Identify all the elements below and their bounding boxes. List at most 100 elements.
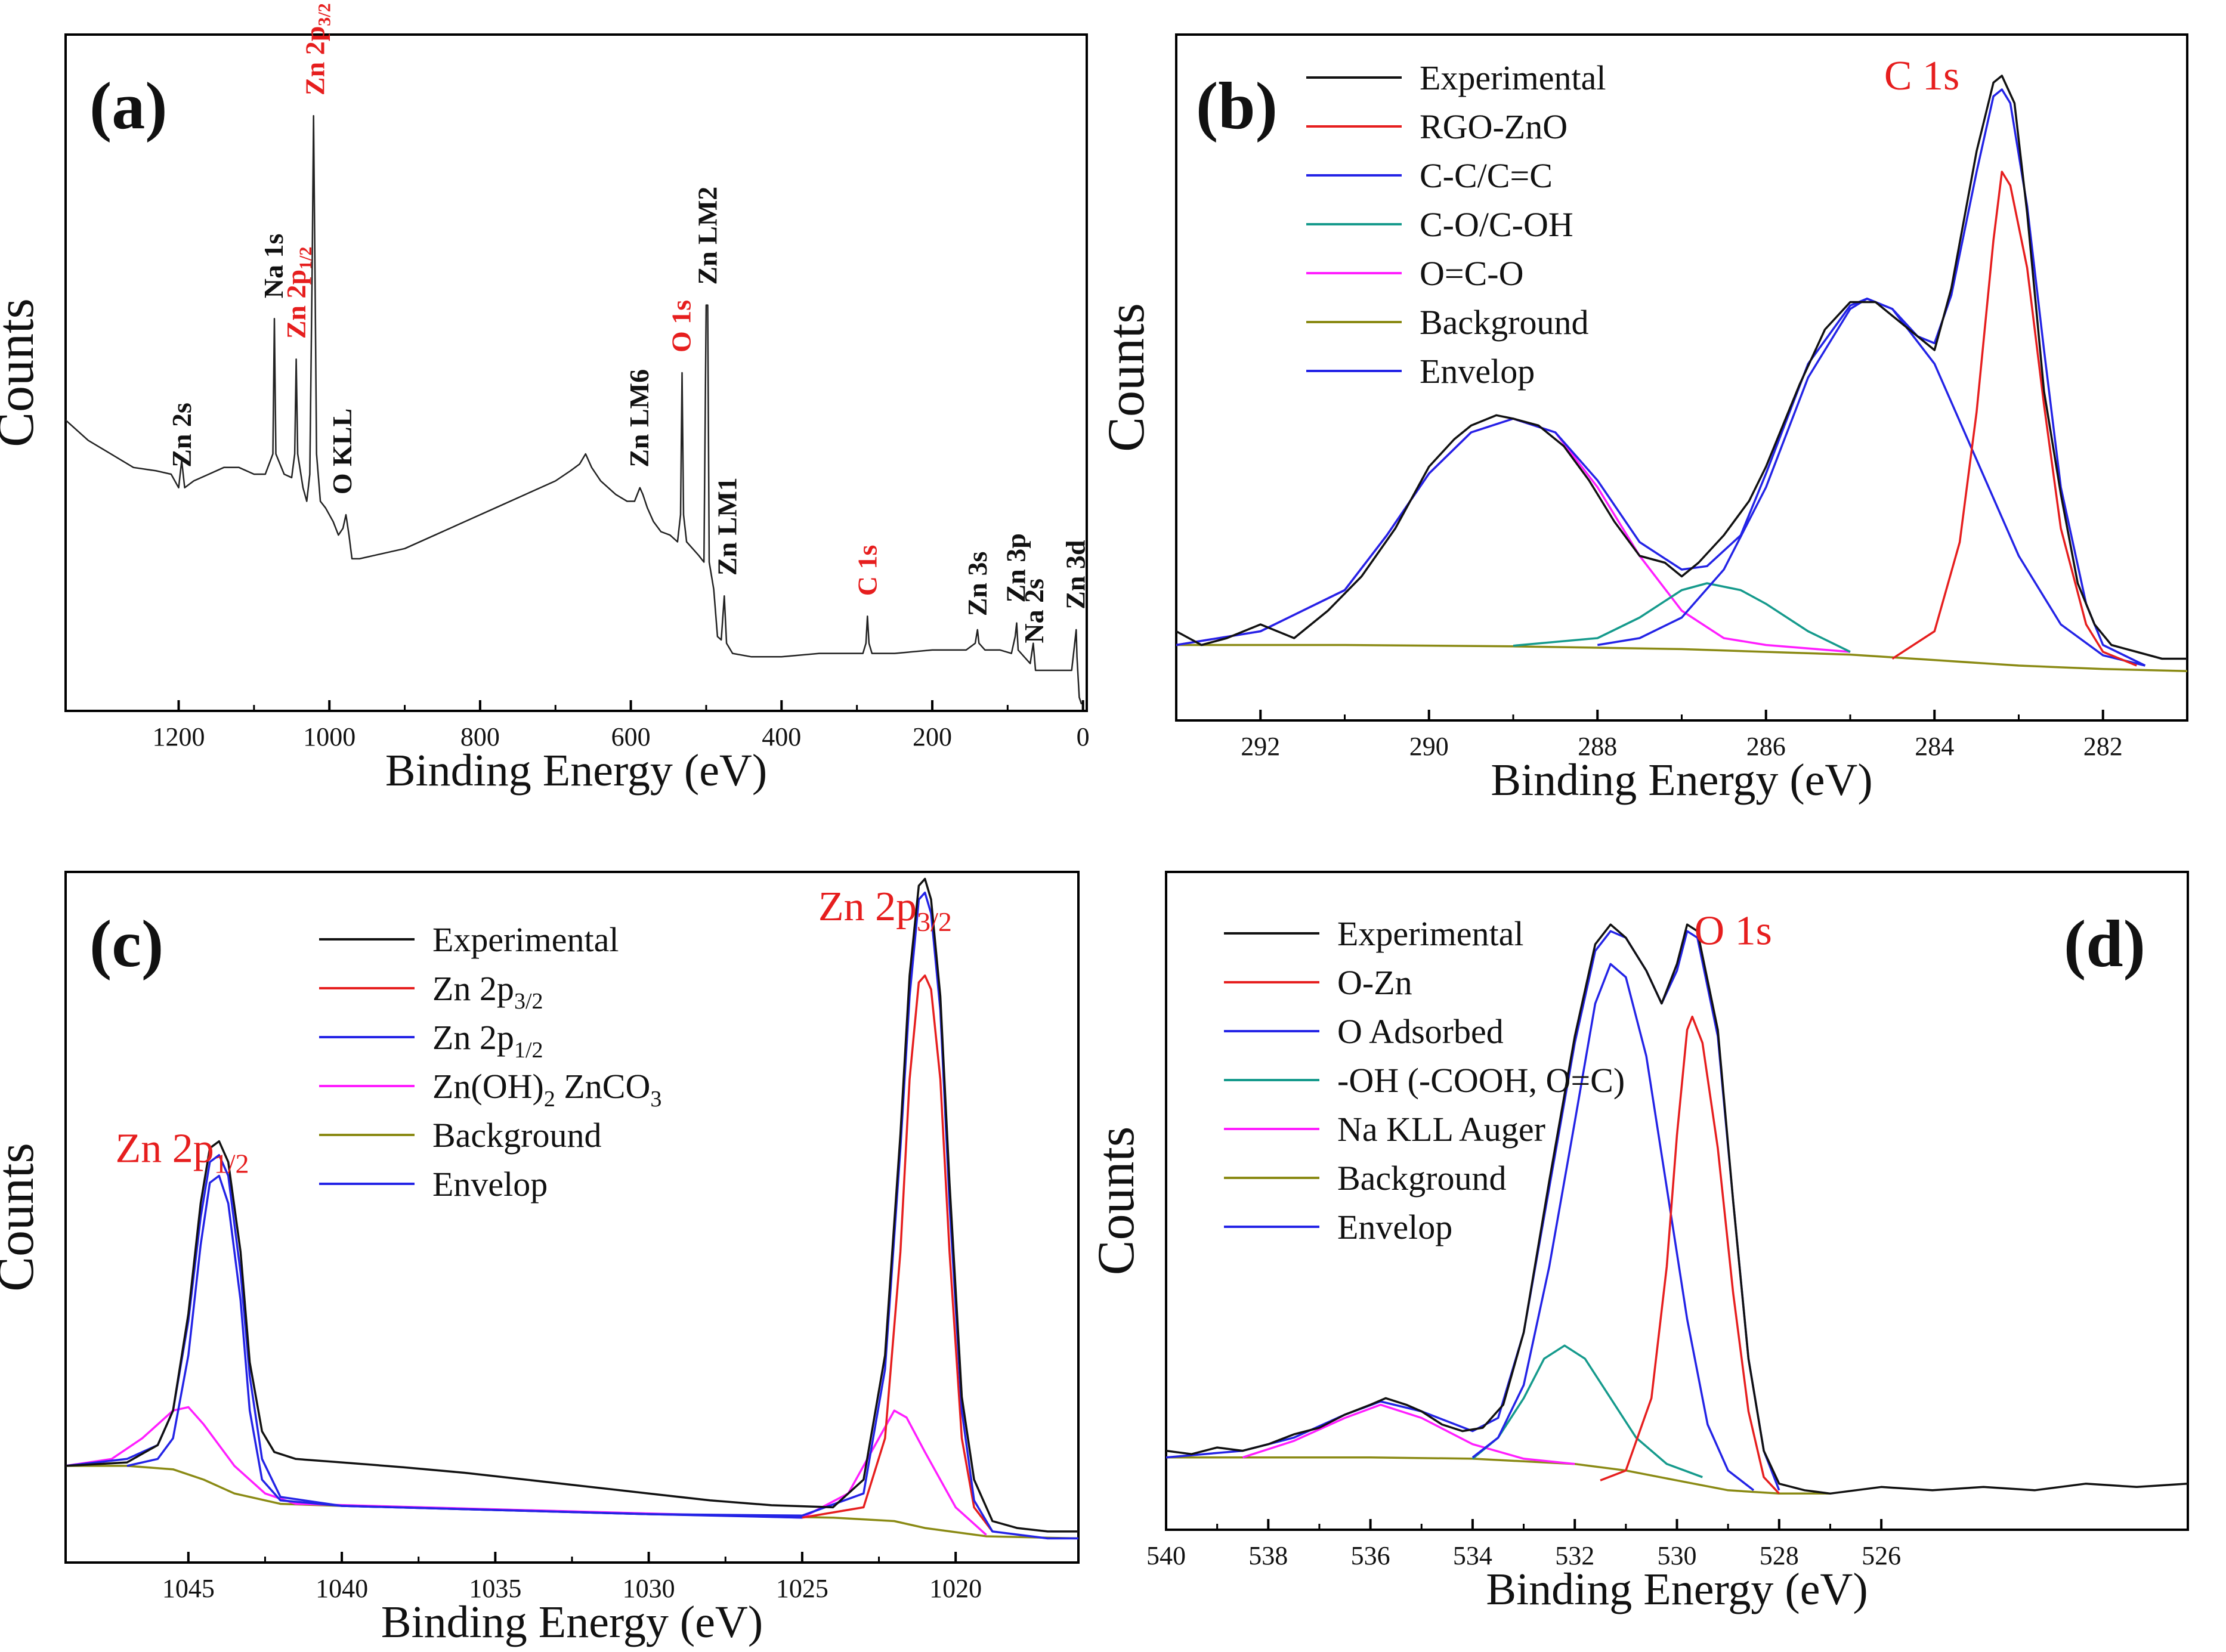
panel-c: 1045 1040 1035 1030 1025 1020 Binding Energy (…	[0, 871, 1080, 1647]
x-tick-label: 200	[913, 722, 952, 751]
series-line-na-kll-auger	[1242, 1403, 1575, 1465]
legend-item: Zn 2p1/2	[432, 1018, 543, 1063]
legend-item: C-C/C=C	[1420, 156, 1553, 195]
legend-label: O Adsorbed	[1337, 1012, 1504, 1051]
peak-label: Zn 2p3/2	[818, 884, 952, 937]
x-tick-label: 532	[1555, 1541, 1594, 1570]
panel-label: (c)	[89, 907, 163, 981]
panel-label: (d)	[2064, 907, 2145, 981]
legend-item: Envelop	[432, 1165, 548, 1204]
legend-item: Na KLL Auger	[1337, 1110, 1545, 1149]
legend-label: Envelop	[1420, 352, 1535, 391]
annotation-text: Zn LM2	[692, 187, 723, 285]
legend-label: Experimental	[1337, 914, 1523, 953]
x-tick-label: 284	[1915, 732, 1954, 761]
series-line-c-o-c-oh	[1513, 582, 1851, 653]
annotation-text: Zn 2s	[166, 403, 197, 468]
x-tick-label: 534	[1453, 1541, 1492, 1570]
x-tick-label: 1040	[316, 1574, 368, 1603]
x-tick-label: 536	[1351, 1541, 1390, 1570]
legend-label: Na KLL Auger	[1337, 1110, 1545, 1149]
annotation-text: Zn 3d	[1060, 540, 1090, 610]
series-line-experimental	[1176, 75, 2187, 660]
legend-item: Experimental	[1337, 914, 1523, 953]
x-tick-label: 400	[762, 722, 801, 751]
peak-label-subscript: 1/2	[214, 1148, 249, 1178]
peak-label: C 1s	[1884, 53, 1959, 99]
x-tick-label: 528	[1760, 1541, 1799, 1570]
legend-item: Zn 2p3/2	[432, 969, 543, 1014]
x-tick-label: 600	[611, 722, 651, 751]
annotation-text: Zn LM6	[624, 369, 654, 468]
legend-label: Envelop	[432, 1165, 548, 1204]
peak-label: Zn 2p1/2	[116, 1125, 249, 1178]
series-line-envelop	[66, 891, 1078, 1540]
legend-item: Experimental	[432, 920, 619, 959]
annotation-text: Zn 2p	[281, 270, 311, 339]
plot-frame	[64, 871, 1080, 1564]
x-tick-label: 1000	[303, 722, 355, 751]
legend-label: O=C-O	[1420, 254, 1523, 293]
series-line-o-zn	[1600, 1015, 1780, 1495]
series-group	[1176, 75, 2187, 672]
annotation-text: Na 2s	[1019, 578, 1049, 644]
peak-annotation: C 1s	[852, 545, 883, 596]
annotation-text: O 1s	[666, 300, 697, 352]
annotation-text: Zn LM1	[712, 477, 743, 576]
legend-label: Zn(OH)	[432, 1067, 544, 1106]
legend-subscript: 2	[544, 1087, 555, 1112]
x-tick-label: 1020	[929, 1574, 982, 1603]
legend-label: Background	[432, 1116, 602, 1155]
series-line--oh-cooh-o-c-	[1471, 1344, 1703, 1478]
series-line-background	[66, 1465, 1078, 1540]
series-line-background	[1166, 1456, 1831, 1495]
x-tick-label: 540	[1146, 1541, 1186, 1570]
peak-annotation: Zn LM6	[624, 369, 654, 468]
peak-annotation: Zn 2s	[166, 403, 197, 468]
legend-item: Experimental	[1420, 58, 1606, 97]
legend-label: -OH (-COOH, O=C)	[1337, 1061, 1625, 1100]
panel-label: (b)	[1196, 69, 1278, 143]
series-group	[66, 877, 1078, 1540]
series-line-o-adsorbed	[1471, 963, 1755, 1492]
legend-label: RGO-ZnO	[1420, 107, 1568, 146]
y-axis-label: Counts	[0, 1143, 45, 1291]
series-line-experimental	[1166, 923, 2188, 1495]
x-axis-label: Binding Energy (eV)	[1486, 1564, 1868, 1614]
legend-label: Background	[1337, 1159, 1507, 1198]
panel-b: 292 290 288 286 284 282 Binding Energy (eV) Cou…	[1097, 33, 2188, 805]
y-axis-label: Counts	[1097, 303, 1155, 451]
peak-annotation: Zn LM1	[712, 477, 743, 576]
peak-annotation: Na 2s	[1019, 578, 1049, 644]
legend-label: C-O/C-OH	[1420, 205, 1573, 244]
legend-item: Zn(OH)2 ZnCO3	[432, 1067, 661, 1112]
legend-item: -OH (-COOH, O=C)	[1337, 1061, 1625, 1100]
series-line-rgo-zno	[1891, 171, 2137, 667]
series-line-zn-oh-2-znco3	[66, 1406, 987, 1536]
legend-subscript: 3	[650, 1087, 661, 1112]
x-tick-label: 292	[1241, 732, 1280, 761]
x-axis-label: Binding Energy (eV)	[1491, 755, 1872, 805]
annotation-text: Zn 2p	[299, 26, 330, 95]
peak-annotation: Zn 3s	[962, 552, 993, 617]
legend-item: RGO-ZnO	[1420, 107, 1568, 146]
series-line-experimental	[66, 877, 1078, 1533]
legend-item: C-O/C-OH	[1420, 205, 1573, 244]
y-axis-label: Counts	[1087, 1127, 1145, 1275]
annotation-subscript: 1/2	[296, 247, 316, 270]
legend-item: O Adsorbed	[1337, 1012, 1504, 1051]
peak-annotation: Na 1s	[258, 234, 289, 299]
legend-item: Background	[1337, 1159, 1507, 1198]
x-tick-label: 282	[2083, 732, 2123, 761]
peak-annotation: Zn 2p1/2	[281, 247, 316, 339]
legend-label: Zn 2p	[432, 1018, 514, 1057]
legend-label: C-C/C=C	[1420, 156, 1553, 195]
series-line-background	[1176, 644, 2187, 672]
legend-label: Experimental	[1420, 58, 1606, 97]
legend-label: Zn 2p	[432, 969, 514, 1008]
y-axis-label: Counts	[0, 298, 45, 447]
annotation-text: Zn 3p	[1000, 533, 1031, 602]
series-line-survey	[66, 115, 1083, 705]
